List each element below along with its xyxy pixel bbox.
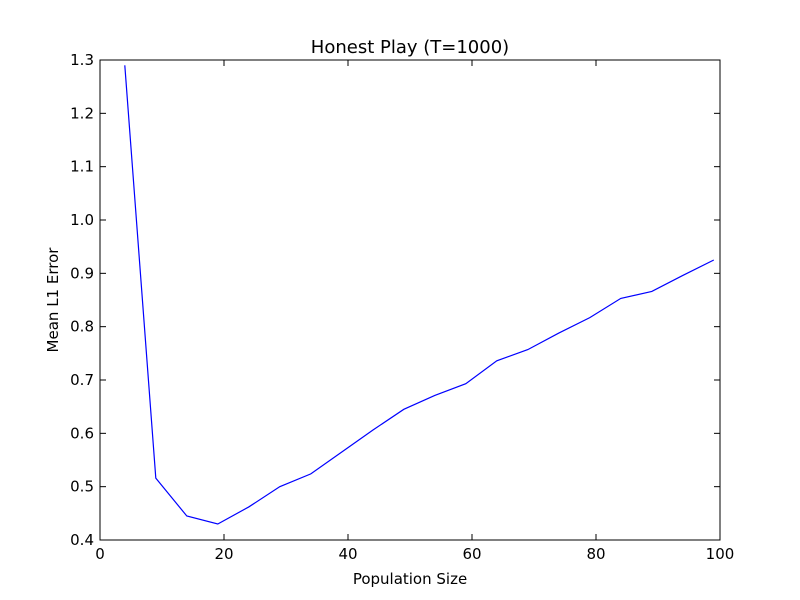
y-axis-label: Mean L1 Error <box>44 247 62 353</box>
x-tick-label: 80 <box>586 545 605 563</box>
y-tick-label: 1.0 <box>70 211 94 229</box>
x-tick-label: 40 <box>338 545 357 563</box>
y-tick-label: 1.1 <box>70 158 94 176</box>
y-tick-label: 1.2 <box>70 104 94 122</box>
y-tick-labels: 0.4 0.5 0.6 0.7 0.8 0.9 1.0 1.1 1.2 1.3 <box>70 51 94 549</box>
x-tick-label: 0 <box>95 545 105 563</box>
x-tick-label: 100 <box>706 545 735 563</box>
y-tick-label: 1.3 <box>70 51 94 69</box>
x-tick-labels: 0 20 40 60 80 100 <box>95 545 734 563</box>
y-tick-label: 0.7 <box>70 371 94 389</box>
series-line <box>124 65 715 525</box>
x-tick-label: 60 <box>462 545 481 563</box>
y-tick-label: 0.5 <box>70 478 94 496</box>
axis-ticks <box>99 59 721 541</box>
y-tick-label: 0.8 <box>70 318 94 336</box>
y-tick-label: 0.9 <box>70 264 94 282</box>
chart-title: Honest Play (T=1000) <box>311 37 509 58</box>
y-tick-label: 0.6 <box>70 424 94 442</box>
plot-frame <box>99 59 721 541</box>
y-tick-label: 0.4 <box>70 531 94 549</box>
x-tick-label: 20 <box>214 545 233 563</box>
x-axis-label: Population Size <box>353 570 467 588</box>
